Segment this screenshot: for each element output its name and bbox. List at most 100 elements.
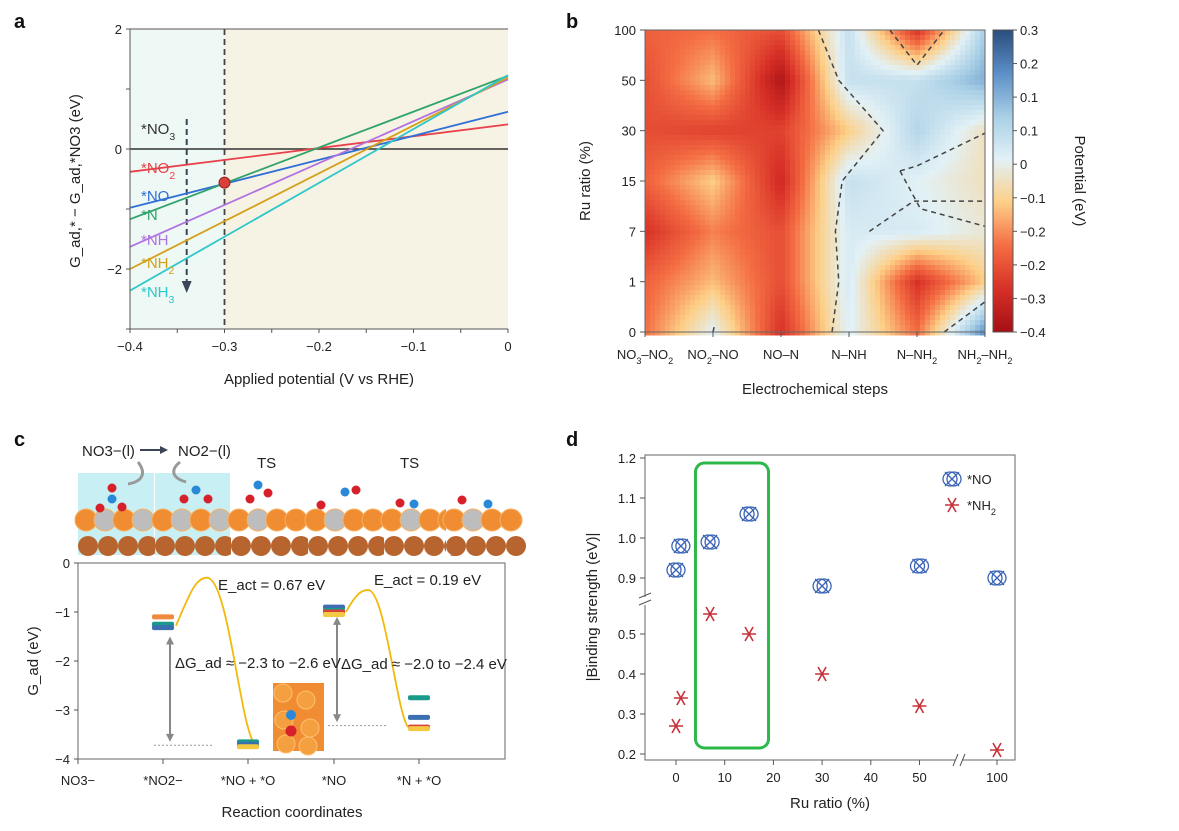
heatmap-cell [680, 315, 686, 321]
heatmap-cell [940, 270, 946, 276]
heatmap-cell [765, 220, 771, 226]
heatmap-cell [810, 155, 816, 161]
heatmap-cell [725, 120, 731, 126]
heatmap-cell [965, 50, 971, 56]
colorbar-cell [993, 38, 1013, 41]
heatmap-cell [725, 315, 731, 321]
heatmap-cell [955, 185, 961, 191]
heatmap-cell [660, 80, 666, 86]
heatmap-cell [700, 195, 706, 201]
heatmap-cell [645, 140, 651, 146]
heatmap-cell [645, 85, 651, 91]
heatmap-cell [880, 195, 886, 201]
heatmap-cell [705, 295, 711, 301]
heatmap-cell [855, 150, 861, 156]
background-region [130, 29, 225, 329]
heatmap-cell [705, 85, 711, 91]
heatmap-cell [895, 105, 901, 111]
heatmap-cell [700, 105, 706, 111]
heatmap-cell [705, 80, 711, 86]
heatmap-cell [780, 310, 786, 316]
heatmap-cell [765, 280, 771, 286]
heatmap-cell [660, 290, 666, 296]
heatmap-cell [705, 245, 711, 251]
heatmap-cell [780, 185, 786, 191]
heatmap-cell [685, 85, 691, 91]
heatmap-cell [700, 70, 706, 76]
heatmap-cell [855, 65, 861, 71]
heatmap-cell [875, 100, 881, 106]
heatmap-cell [730, 170, 736, 176]
heatmap-cell [780, 35, 786, 41]
heatmap-cell [775, 140, 781, 146]
heatmap-cell [935, 245, 941, 251]
heatmap-cell [645, 190, 651, 196]
heatmap-cell [920, 155, 926, 161]
heatmap-cell [875, 265, 881, 271]
heatmap-cell [735, 230, 741, 236]
heatmap-cell [850, 170, 856, 176]
heatmap-cell [940, 40, 946, 46]
heatmap-cell [805, 145, 811, 151]
heatmap-cell [775, 310, 781, 316]
heatmap-cell [770, 230, 776, 236]
heatmap-cell [900, 330, 906, 336]
heatmap-cell [855, 200, 861, 206]
heatmap-cell [810, 325, 816, 331]
heatmap-cell [805, 115, 811, 121]
heatmap-cell [815, 195, 821, 201]
heatmap-cell [700, 115, 706, 121]
heatmap-cell [920, 55, 926, 61]
heatmap-cell [660, 190, 666, 196]
heatmap-cell [955, 155, 961, 161]
heatmap-cell [760, 230, 766, 236]
heatmap-cell [870, 45, 876, 51]
heatmap-cell [805, 55, 811, 61]
heatmap-cell [940, 315, 946, 321]
heatmap-cell [825, 330, 831, 336]
heatmap-cell [955, 90, 961, 96]
heatmap-cell [945, 95, 951, 101]
heatmap-cell [690, 135, 696, 141]
heatmap-cell [805, 320, 811, 326]
heatmap-cell [735, 80, 741, 86]
heatmap-cell [760, 65, 766, 71]
heatmap-cell [695, 285, 701, 291]
heatmap-cell [925, 165, 931, 171]
heatmap-cell [890, 185, 896, 191]
heatmap-cell [965, 30, 971, 36]
heatmap-cell [725, 190, 731, 196]
heatmap-cell [660, 125, 666, 131]
heatmap-cell [750, 310, 756, 316]
heatmap-cell [700, 55, 706, 61]
heatmap-cell [655, 220, 661, 226]
heatmap-cell [700, 85, 706, 91]
heatmap-cell [950, 55, 956, 61]
x-tick-label: NO3–NO2 [617, 347, 673, 366]
heatmap-cell [905, 120, 911, 126]
copper-atom [424, 536, 444, 556]
colorbar-cell [993, 194, 1013, 197]
heatmap-cell [900, 210, 906, 216]
heatmap-cell [860, 235, 866, 241]
heatmap-cell [745, 50, 751, 56]
heatmap-cell [885, 230, 891, 236]
heatmap-cell [980, 245, 986, 251]
heatmap-cell [805, 235, 811, 241]
heatmap-cell [810, 90, 816, 96]
heatmap-cell [845, 105, 851, 111]
heatmap-cell [800, 50, 806, 56]
heatmap-cell [970, 265, 976, 271]
marker-cross [944, 471, 960, 487]
heatmap-cell [880, 175, 886, 181]
heatmap-cell [705, 235, 711, 241]
heatmap-cell [885, 310, 891, 316]
heatmap-cell [940, 280, 946, 286]
heatmap-cell [665, 325, 671, 331]
heatmap-cell [645, 300, 651, 306]
heatmap-cell [705, 30, 711, 36]
heatmap-cell [895, 185, 901, 191]
heatmap-cell [830, 200, 836, 206]
heatmap-cell [690, 155, 696, 161]
heatmap-cell [880, 105, 886, 111]
